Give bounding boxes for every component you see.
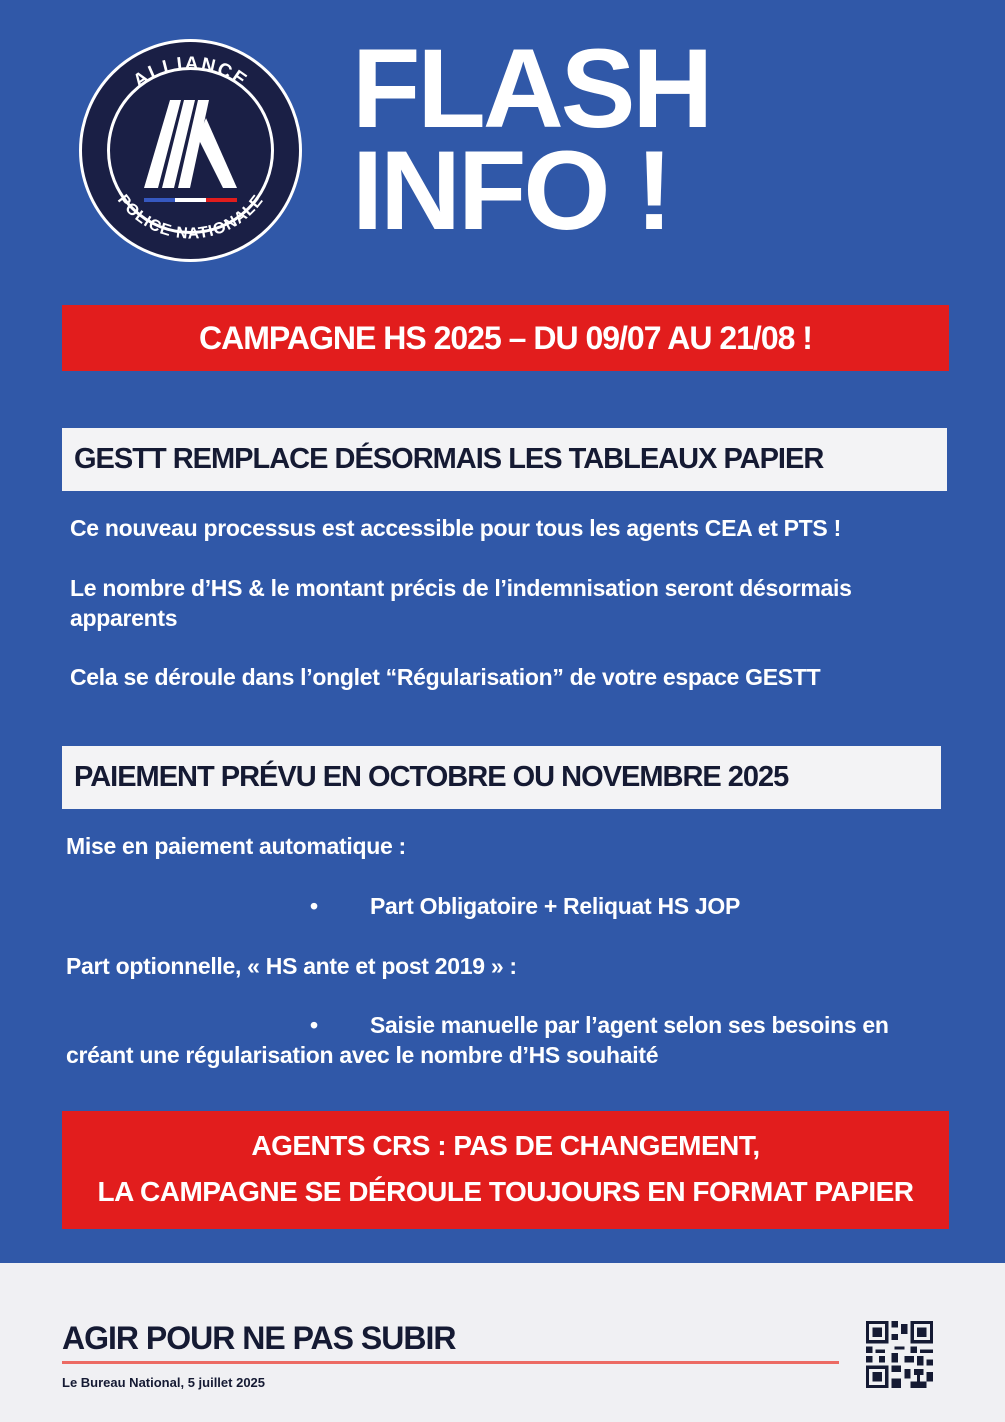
footer bbox=[0, 1263, 1005, 1422]
campaign-banner: CAMPAGNE HS 2025 – DU 09/07 AU 21/08 ! bbox=[62, 305, 949, 371]
alliance-police-logo: ALLIANCE POLICE NATIONALE bbox=[79, 39, 302, 262]
slogan-text: AGIR POUR NE PAS SUBIR bbox=[62, 1320, 456, 1356]
payment-intro: Mise en paiement automatique : bbox=[66, 833, 406, 859]
title-line-2: INFO ! bbox=[352, 128, 673, 253]
crs-line-2: LA CAMPAGNE SE DÉROULE TOUJOURS EN FORMA… bbox=[97, 1176, 914, 1207]
bullet-item: Part Obligatoire + Reliquat HS JOP bbox=[370, 893, 741, 919]
optional-intro: Part optionnelle, « HS ante et post 2019… bbox=[66, 953, 517, 979]
bullet-item-continued: créant une régularisation avec le nombre… bbox=[66, 1042, 659, 1068]
section2-heading: PAIEMENT PRÉVU EN OCTOBRE OU NOVEMBRE 20… bbox=[62, 746, 941, 809]
flash-info-title: FLASH INFO ! bbox=[352, 26, 952, 253]
title-line-1: FLASH bbox=[352, 26, 713, 151]
bullet-item: Saisie manuelle par l’agent selon ses be… bbox=[370, 1012, 889, 1038]
section2-heading-text: PAIEMENT PRÉVU EN OCTOBRE OU NOVEMBRE 20… bbox=[74, 761, 789, 793]
section1-heading: GESTT REMPLACE DÉSORMAIS LES TABLEAUX PA… bbox=[62, 428, 947, 491]
section1-paragraph: Ce nouveau processus est accessible pour… bbox=[70, 515, 841, 541]
qr-code-icon[interactable] bbox=[866, 1321, 933, 1388]
bullet-icon: • bbox=[310, 893, 318, 919]
section1-heading-text: GESTT REMPLACE DÉSORMAIS LES TABLEAUX PA… bbox=[74, 443, 824, 475]
crs-line-1: AGENTS CRS : PAS DE CHANGEMENT, bbox=[251, 1130, 760, 1161]
bullet-icon: • bbox=[310, 1012, 318, 1038]
campaign-banner-text: CAMPAGNE HS 2025 – DU 09/07 AU 21/08 ! bbox=[199, 320, 813, 356]
signature: Le Bureau National, 5 juillet 2025 bbox=[62, 1375, 266, 1390]
slogan: AGIR POUR NE PAS SUBIR bbox=[62, 1318, 762, 1358]
crs-notice: AGENTS CRS : PAS DE CHANGEMENT, LA CAMPA… bbox=[62, 1111, 949, 1229]
divider bbox=[62, 1361, 839, 1364]
section1-paragraph: Cela se déroule dans l’onglet “Régularis… bbox=[70, 664, 821, 690]
section1-paragraph: Le nombre d’HS & le montant précis de l’… bbox=[70, 575, 852, 631]
